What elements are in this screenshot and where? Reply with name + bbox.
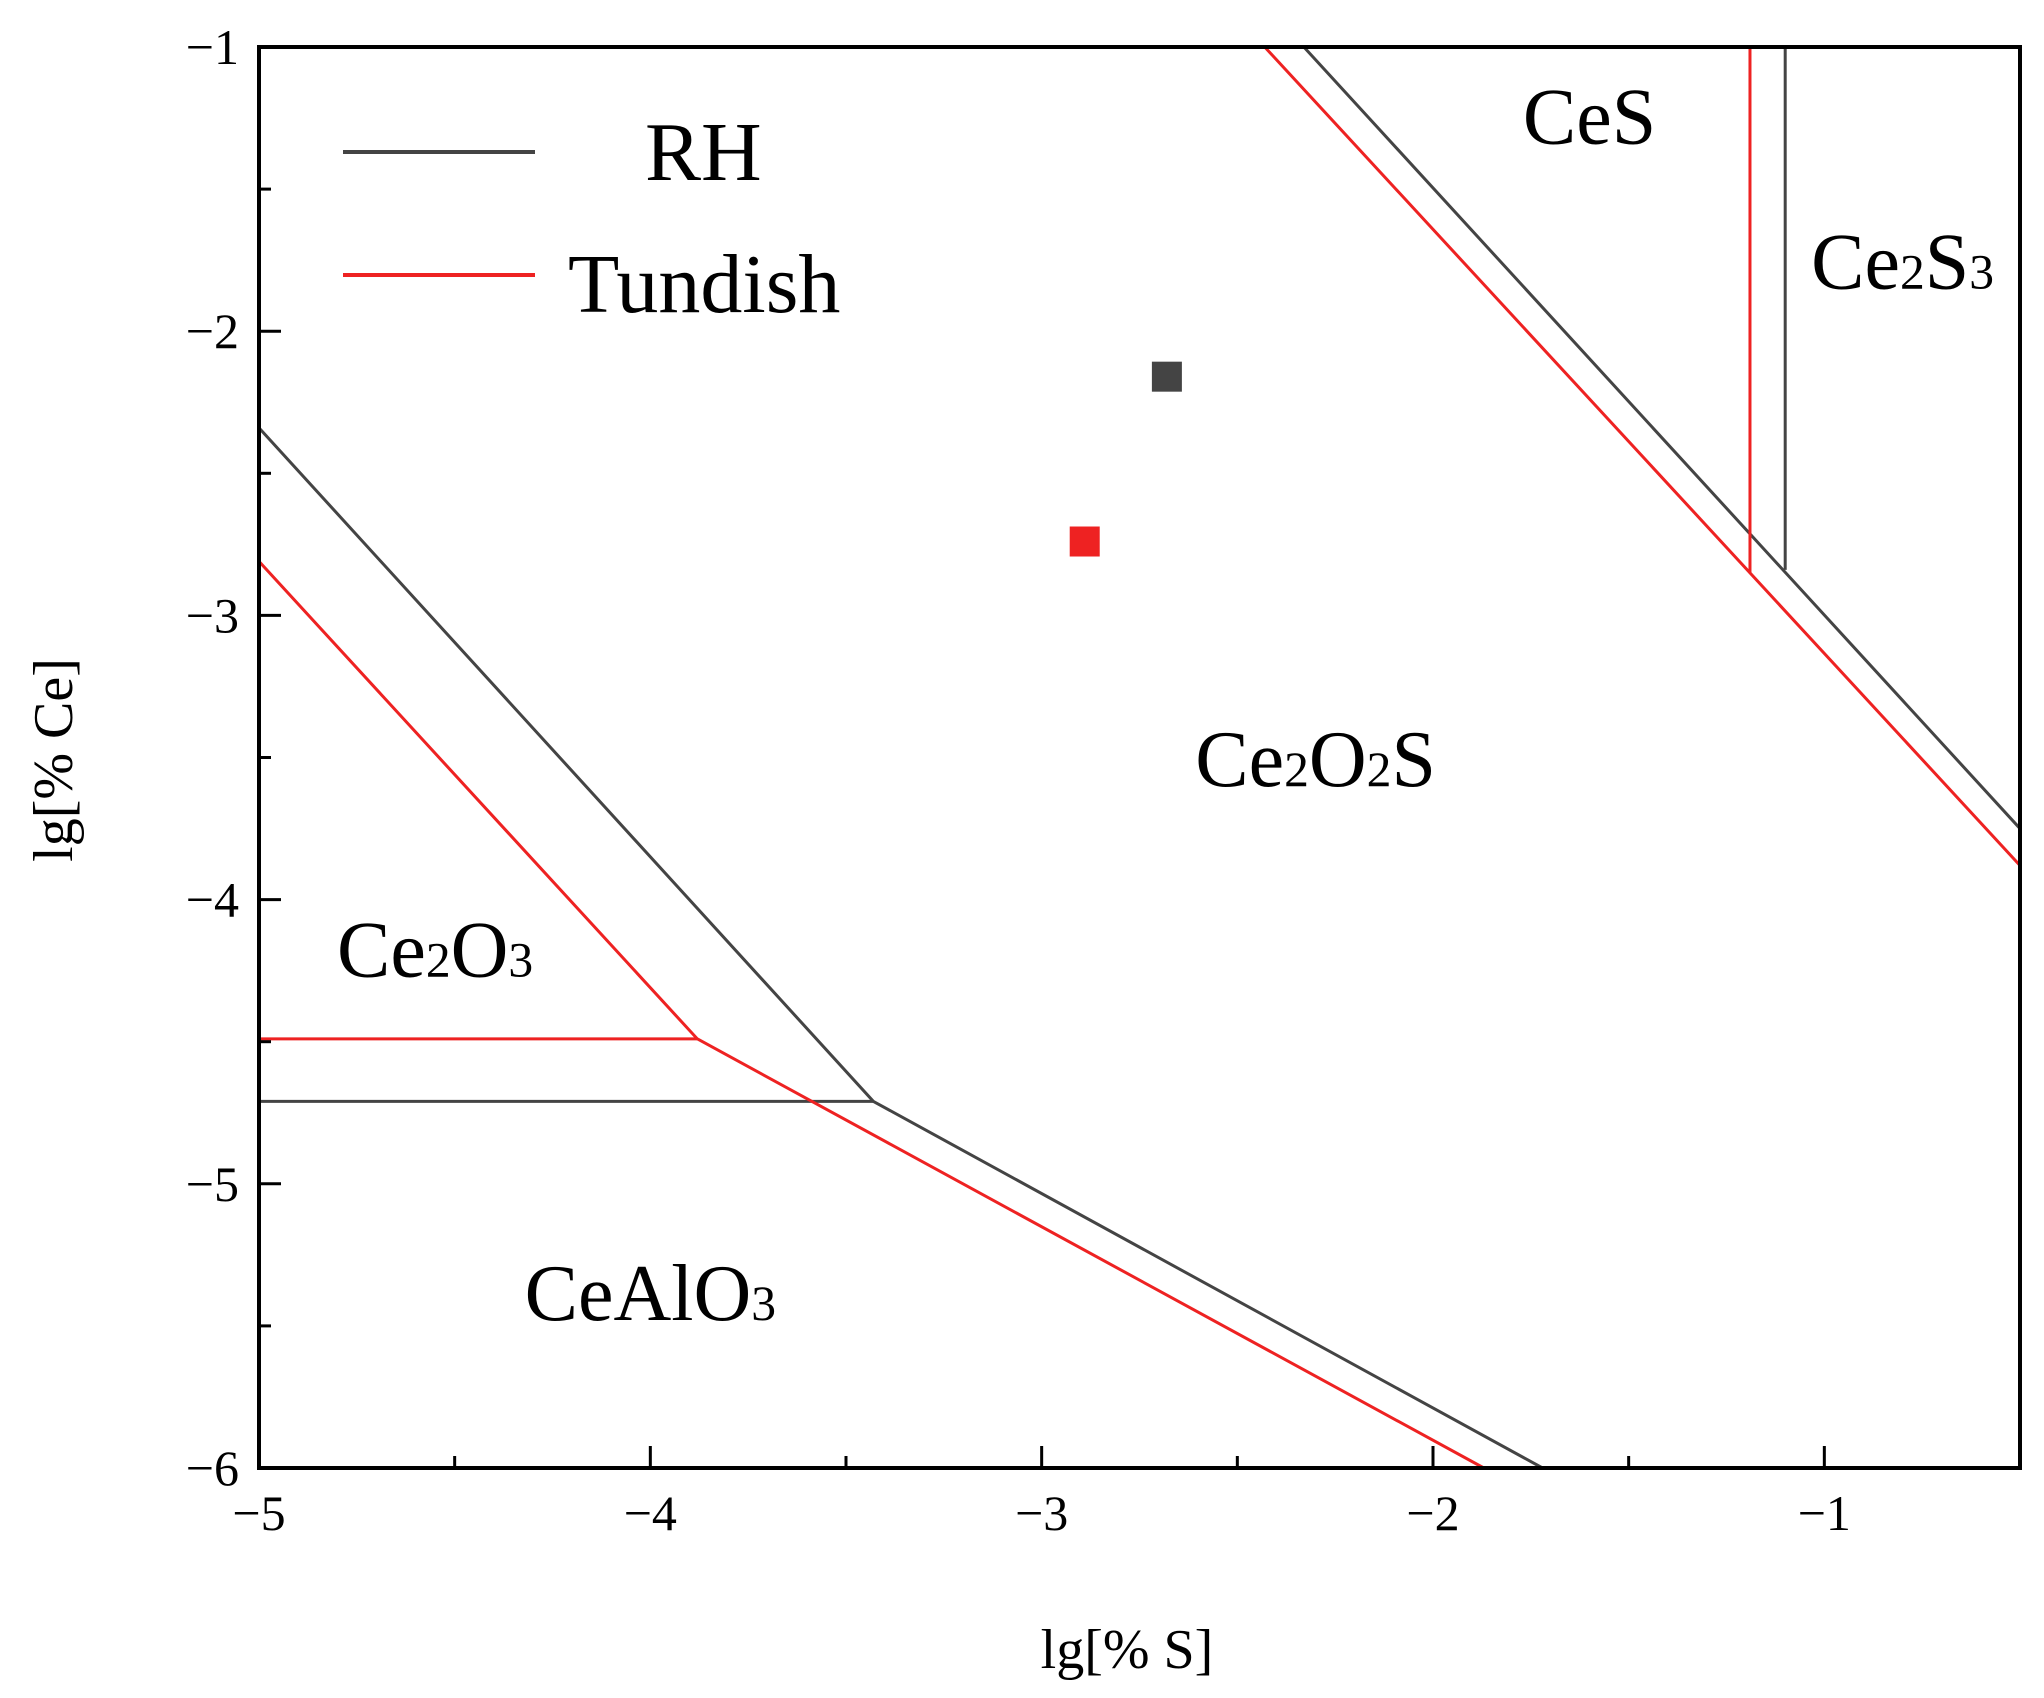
x-axis-title: lg[% S] xyxy=(1041,1619,1214,1681)
y-axis-title: lg[% Ce] xyxy=(23,658,85,862)
region-labels: CeS Ce2S3 Ce2O2S Ce2O3 CeAlO3 xyxy=(337,74,1994,1339)
y-tick-label: −2 xyxy=(186,303,239,359)
boundary-tundish-0 xyxy=(257,560,1485,1470)
legend: RH Tundish xyxy=(343,106,840,331)
x-tick-label: −2 xyxy=(1406,1485,1459,1541)
region-label-ce2o3: Ce2O3 xyxy=(337,906,533,994)
data-point-tundish xyxy=(1069,526,1100,557)
x-tick-label: −3 xyxy=(1015,1485,1068,1541)
y-axis-ticks: −6 −5 −4 −3 −2 −1 xyxy=(186,19,281,1496)
y-tick-label: −5 xyxy=(186,1156,239,1212)
y-tick-label: −4 xyxy=(186,872,239,928)
x-tick-label: −1 xyxy=(1798,1485,1851,1541)
region-label-ce2o2s: Ce2O2S xyxy=(1195,716,1436,804)
data-point-rh xyxy=(1151,361,1182,392)
plot-points xyxy=(1069,361,1182,557)
y-tick-label: −6 xyxy=(186,1440,239,1496)
y-tick-label: −3 xyxy=(186,587,239,643)
x-axis-ticks: −5 −4 −3 −2 −1 xyxy=(232,1446,2022,1541)
boundary-tundish-2 xyxy=(1263,45,2022,867)
legend-label-tundish: Tundish xyxy=(568,238,840,331)
region-label-cealo3: CeAlO3 xyxy=(525,1250,776,1338)
region-label-ce2s3: Ce2S3 xyxy=(1811,219,1994,307)
boundary-rh-2 xyxy=(1302,45,2022,830)
y-tick-label: −1 xyxy=(186,19,239,75)
plot-lines xyxy=(257,45,2022,1470)
x-tick-label: −4 xyxy=(624,1485,677,1541)
region-label-ces: CeS xyxy=(1523,74,1656,162)
legend-label-rh: RH xyxy=(645,106,762,199)
x-tick-label: −5 xyxy=(232,1485,285,1541)
plot-frame xyxy=(257,45,2022,1470)
